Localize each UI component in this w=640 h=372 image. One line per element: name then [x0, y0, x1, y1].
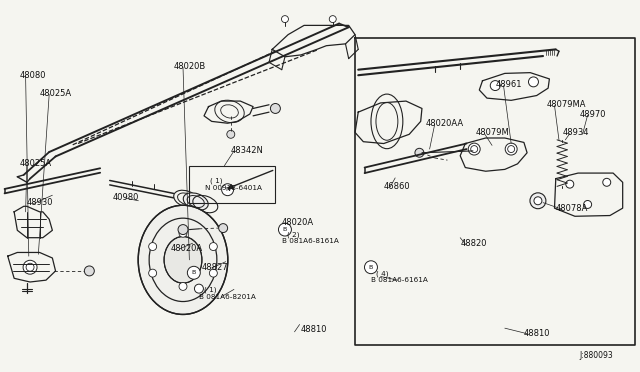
- Text: ( 1): ( 1): [211, 178, 223, 185]
- Bar: [189, 166, 275, 203]
- Text: 48961: 48961: [495, 80, 522, 89]
- Circle shape: [209, 269, 218, 277]
- Circle shape: [179, 282, 187, 291]
- Text: 48080: 48080: [19, 71, 45, 80]
- Text: 48810: 48810: [524, 329, 550, 338]
- Text: 48078A: 48078A: [556, 203, 588, 213]
- Text: 48020A: 48020A: [282, 218, 314, 227]
- Circle shape: [468, 143, 480, 155]
- Text: 48930: 48930: [27, 198, 53, 207]
- Text: 48342N: 48342N: [231, 147, 264, 155]
- Circle shape: [566, 180, 574, 188]
- Circle shape: [603, 178, 611, 186]
- Text: 48020A: 48020A: [170, 244, 202, 253]
- Circle shape: [530, 193, 546, 209]
- Text: 48025A: 48025A: [19, 159, 51, 169]
- Circle shape: [584, 201, 591, 208]
- Text: B 081A6-6161A: B 081A6-6161A: [371, 277, 428, 283]
- Circle shape: [529, 77, 538, 87]
- Circle shape: [148, 243, 157, 250]
- Text: 48970: 48970: [580, 109, 607, 119]
- Text: 40980: 40980: [113, 193, 140, 202]
- Circle shape: [227, 130, 235, 138]
- Text: 48020AA: 48020AA: [425, 119, 463, 128]
- Circle shape: [282, 16, 289, 23]
- Text: 46860: 46860: [384, 182, 410, 190]
- Text: N: N: [225, 187, 230, 192]
- Circle shape: [271, 103, 280, 113]
- Text: 48020B: 48020B: [173, 61, 205, 71]
- Circle shape: [188, 266, 200, 279]
- Text: ( 1): ( 1): [204, 286, 216, 293]
- Circle shape: [219, 224, 228, 232]
- Circle shape: [534, 197, 542, 205]
- Ellipse shape: [138, 205, 228, 314]
- Text: B 081A6-8161A: B 081A6-8161A: [282, 238, 339, 244]
- Text: B: B: [369, 265, 373, 270]
- Text: 48934: 48934: [562, 128, 589, 137]
- Circle shape: [278, 223, 291, 236]
- Circle shape: [84, 266, 94, 276]
- Text: N 00918-6401A: N 00918-6401A: [205, 185, 262, 191]
- Circle shape: [329, 16, 336, 23]
- Circle shape: [490, 81, 500, 90]
- Circle shape: [221, 184, 234, 196]
- Text: J:880093: J:880093: [579, 350, 613, 360]
- Circle shape: [179, 229, 187, 237]
- Text: 48810: 48810: [301, 326, 328, 334]
- Circle shape: [365, 261, 378, 274]
- Text: 48827: 48827: [202, 263, 228, 272]
- Text: B 081A6-8201A: B 081A6-8201A: [199, 294, 256, 300]
- Text: B: B: [192, 270, 196, 275]
- Circle shape: [178, 225, 188, 234]
- Text: 48025A: 48025A: [40, 89, 72, 98]
- Text: ( 4): ( 4): [376, 270, 388, 277]
- Circle shape: [505, 143, 517, 155]
- Circle shape: [148, 269, 157, 277]
- Text: ( 2): ( 2): [287, 231, 300, 238]
- Circle shape: [209, 243, 218, 250]
- Text: 48079MA: 48079MA: [546, 100, 586, 109]
- Circle shape: [23, 260, 37, 274]
- Ellipse shape: [164, 237, 202, 283]
- Text: 48820: 48820: [460, 239, 486, 248]
- Circle shape: [195, 284, 204, 293]
- Text: 48079M: 48079M: [476, 128, 510, 137]
- Circle shape: [415, 148, 424, 157]
- Text: B: B: [283, 227, 287, 232]
- Ellipse shape: [183, 193, 208, 210]
